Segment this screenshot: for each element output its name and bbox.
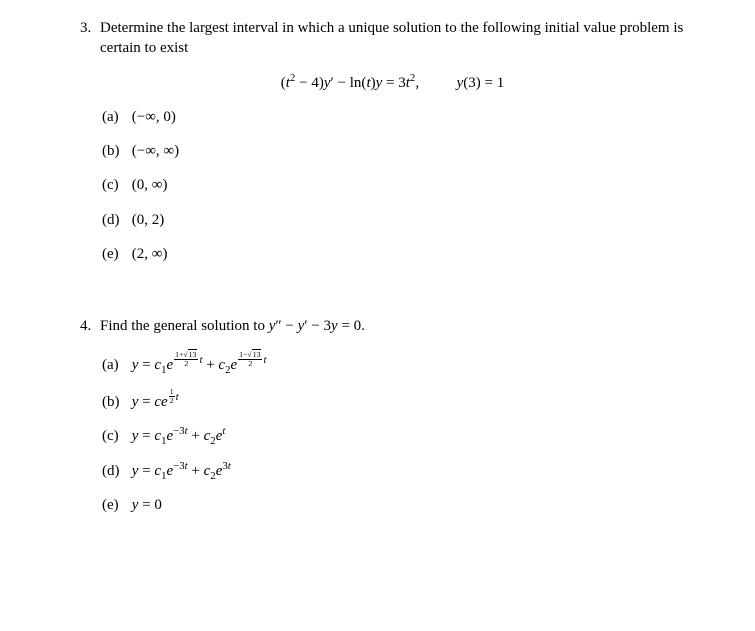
equation-rhs: y(3) = 1 <box>457 75 505 91</box>
problem-stem: 4. Find the general solution to y″ − y′ … <box>80 316 705 336</box>
choice-text: y = c1e1+√132t + c2e1−√132t <box>132 357 267 373</box>
choice-label: (b) <box>102 392 128 412</box>
choice-label: (a) <box>102 107 128 127</box>
choice-label: (c) <box>102 426 128 446</box>
problem-number: 4. <box>80 316 100 336</box>
problem-stem: 3. Determine the largest interval in whi… <box>80 18 705 59</box>
choice-text: y = 0 <box>132 497 162 513</box>
choice-a: (a) y = c1e1+√132t + c2e1−√132t <box>102 352 705 375</box>
choice-label: (d) <box>102 210 128 230</box>
choice-text: (0, ∞) <box>132 177 168 193</box>
problem-3: 3. Determine the largest interval in whi… <box>80 18 705 264</box>
choice-label: (e) <box>102 244 128 264</box>
choice-text: y = ce12t <box>132 394 179 410</box>
problem-number: 3. <box>80 18 100 59</box>
choice-b: (b) y = ce12t <box>102 389 705 412</box>
choice-label: (b) <box>102 141 128 161</box>
choice-e: (e) (2, ∞) <box>102 244 705 264</box>
choices-list: (a) (−∞, 0) (b) (−∞, ∞) (c) (0, ∞) (d) (… <box>102 107 705 264</box>
choice-e: (e) y = 0 <box>102 495 705 515</box>
problem-text: Find the general solution to y″ − y′ − 3… <box>100 316 705 336</box>
display-equation: (t2 − 4)y′ − ln(t)y = 3t2, y(3) = 1 <box>80 73 705 93</box>
choice-label: (a) <box>102 355 128 375</box>
page: 3. Determine the largest interval in whi… <box>0 0 755 515</box>
choice-b: (b) (−∞, ∞) <box>102 141 705 161</box>
choice-c: (c) y = c1e−3t + c2et <box>102 426 705 446</box>
choice-label: (d) <box>102 461 128 481</box>
choice-text: (0, 2) <box>132 212 165 228</box>
choice-text: (2, ∞) <box>132 246 168 262</box>
choice-d: (d) y = c1e−3t + c2e3t <box>102 461 705 481</box>
choice-text: (−∞, 0) <box>132 109 176 125</box>
choice-c: (c) (0, ∞) <box>102 175 705 195</box>
choice-text: y = c1e−3t + c2e3t <box>132 463 231 479</box>
choice-a: (a) (−∞, 0) <box>102 107 705 127</box>
choice-d: (d) (0, 2) <box>102 210 705 230</box>
choices-list: (a) y = c1e1+√132t + c2e1−√132t (b) y = … <box>102 352 705 515</box>
choice-text: (−∞, ∞) <box>132 143 179 159</box>
problem-text: Determine the largest interval in which … <box>100 18 705 59</box>
choice-label: (c) <box>102 175 128 195</box>
choice-text: y = c1e−3t + c2et <box>132 428 226 444</box>
equation-lhs: (t2 − 4)y′ − ln(t)y = 3t2, <box>281 75 423 91</box>
problem-4: 4. Find the general solution to y″ − y′ … <box>80 316 705 515</box>
choice-label: (e) <box>102 495 128 515</box>
